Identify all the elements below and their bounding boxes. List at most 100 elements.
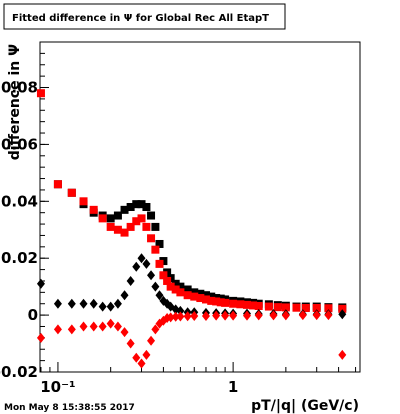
- data-point: [142, 349, 151, 360]
- data-point: [301, 303, 310, 312]
- data-point: [79, 321, 88, 332]
- data-point: [324, 310, 333, 321]
- data-point: [190, 292, 199, 301]
- data-point: [147, 270, 156, 281]
- data-point: [254, 302, 263, 310]
- data-point: [207, 292, 216, 301]
- data-point: [113, 321, 122, 332]
- data-point: [142, 203, 151, 211]
- data-point: [298, 310, 307, 321]
- data-point: [201, 310, 210, 321]
- data-point: [126, 222, 135, 231]
- data-point: [53, 324, 62, 335]
- series-4: [36, 310, 347, 369]
- data-point: [229, 299, 238, 308]
- data-point: [229, 310, 238, 321]
- data-point: [120, 205, 129, 214]
- y-tick-label: -0.02: [0, 363, 38, 381]
- data-point: [159, 271, 168, 280]
- data-point: [137, 358, 146, 369]
- x-tick-label: 10⁻¹: [40, 378, 75, 396]
- y-axis-ticks: -0.02 0 0.02 0.04 0.06 0.08: [0, 41, 49, 381]
- data-point: [196, 294, 205, 303]
- data-point: [171, 311, 180, 322]
- data-point: [67, 298, 76, 309]
- series-2: [36, 89, 347, 313]
- data-point: [53, 180, 62, 189]
- data-point: [106, 318, 115, 329]
- data-point: [147, 211, 156, 220]
- data-point: [338, 304, 347, 313]
- data-point: [113, 211, 122, 220]
- data-point: [196, 289, 205, 298]
- data-point: [176, 288, 185, 297]
- data-point: [132, 352, 141, 363]
- data-point: [176, 311, 185, 322]
- data-point: [151, 245, 160, 254]
- data-point: [242, 310, 251, 321]
- data-point: [221, 298, 230, 307]
- data-point: [281, 303, 290, 312]
- data-point: [120, 327, 129, 338]
- data-point: [113, 225, 122, 234]
- data-point: [216, 298, 225, 307]
- data-point: [89, 298, 98, 309]
- data-point: [166, 282, 175, 291]
- data-point: [151, 324, 160, 335]
- data-point: [67, 324, 76, 335]
- data-point: [36, 332, 45, 343]
- data-point: [254, 310, 263, 321]
- data-point: [166, 312, 175, 323]
- data-point: [171, 279, 180, 288]
- data-point: [98, 321, 107, 332]
- data-point: [132, 200, 141, 209]
- data-point: [312, 310, 321, 321]
- chart-title: Fitted difference in Ψ for Global Rec Al…: [12, 13, 269, 24]
- data-point: [338, 309, 347, 320]
- data-point: [183, 291, 192, 300]
- data-point: [36, 89, 45, 98]
- data-point: [67, 188, 76, 197]
- data-point: [338, 349, 347, 360]
- data-point: [312, 303, 321, 312]
- data-point: [183, 311, 192, 322]
- data-point: [120, 228, 129, 237]
- y-tick-label: 0: [28, 306, 38, 324]
- data-point: [151, 222, 160, 231]
- data-point: [183, 285, 192, 294]
- data-point: [176, 282, 185, 291]
- data-point: [324, 304, 333, 313]
- data-point: [221, 310, 230, 321]
- plot-border: [39, 41, 361, 373]
- data-point: [106, 214, 115, 223]
- data-point: [126, 338, 135, 349]
- data-point: [171, 285, 180, 294]
- data-point: [292, 303, 301, 312]
- title-box: Fitted difference in Ψ for Global Rec Al…: [3, 3, 286, 30]
- data-point: [142, 258, 151, 269]
- data-point: [36, 278, 45, 289]
- data-point: [126, 203, 135, 211]
- timestamp-footer: Mon May 8 15:38:55 2017: [4, 403, 135, 413]
- data-point: [106, 222, 115, 231]
- data-point: [207, 296, 216, 305]
- x-axis-label: pT/|q| (GeV/c): [251, 398, 359, 414]
- y-tick-label: 0.08: [1, 79, 38, 97]
- data-point: [269, 310, 278, 321]
- data-point: [98, 301, 107, 312]
- data-point: [147, 335, 156, 346]
- y-tick-label: 0.02: [1, 249, 38, 267]
- data-point: [176, 305, 185, 316]
- data-point: [126, 275, 135, 286]
- data-point: [113, 298, 122, 309]
- data-point: [201, 295, 210, 304]
- data-point: [137, 214, 146, 223]
- data-point: [98, 214, 107, 223]
- data-point: [53, 298, 62, 309]
- data-point: [264, 302, 273, 311]
- x-axis-ticks: 10⁻¹ 1: [40, 362, 357, 396]
- data-point: [201, 291, 210, 300]
- data-point: [281, 310, 290, 321]
